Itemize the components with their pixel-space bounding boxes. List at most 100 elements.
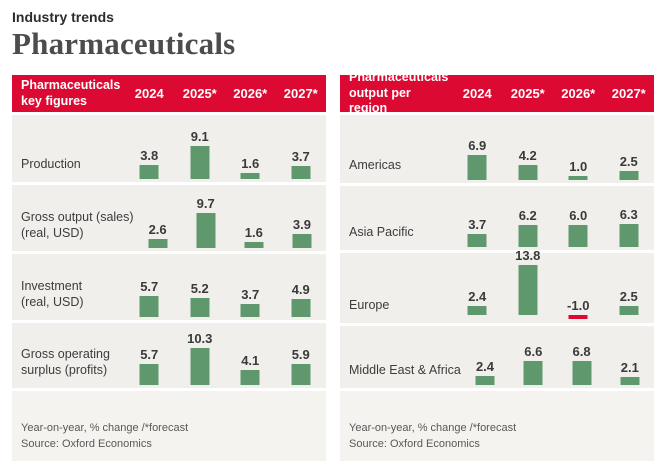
chart-row: Investment (real, USD) 5.7 5.2 3.7 4.9 xyxy=(12,254,326,321)
bar xyxy=(291,299,311,318)
bar-column: 1.6 xyxy=(225,115,276,182)
footnote: Year-on-year, % change /*forecast xyxy=(349,422,517,435)
bar-column: 6.3 xyxy=(604,186,655,250)
panel-footer: Year-on-year, % change /*forecast Source:… xyxy=(12,391,326,462)
panel-key-figures: Pharmaceuticals key figures 2024 2025* 2026… xyxy=(12,75,326,462)
bar-column: 5.7 xyxy=(124,254,175,320)
panel-header: Pharmaceuticals output per region 2024 202… xyxy=(340,70,654,115)
column-header: 2027* xyxy=(283,86,318,102)
value-label: 6.9 xyxy=(468,138,487,154)
bar xyxy=(475,376,495,386)
value-label: 4.1 xyxy=(241,353,260,369)
panel-header-title: Pharmaceuticals output per region xyxy=(349,70,449,116)
column-header: 2027* xyxy=(611,86,646,102)
bar-column: 2.4 xyxy=(461,326,509,388)
value-label: 2.1 xyxy=(620,360,639,376)
row-label: Americas xyxy=(349,157,402,172)
value-label: 6.0 xyxy=(569,208,588,224)
value-label: 1.0 xyxy=(569,159,588,175)
value-label: 5.7 xyxy=(140,279,159,295)
bar-column: 2.6 xyxy=(134,185,182,251)
bar xyxy=(291,364,311,386)
bar xyxy=(568,176,588,181)
bar xyxy=(196,213,216,249)
bar xyxy=(148,239,168,249)
value-label: 2.5 xyxy=(619,154,638,170)
eyebrow-label: Industry trends xyxy=(12,9,114,25)
bar-columns: 5.7 10.3 4.1 5.9 xyxy=(124,323,326,388)
bar-column: 5.7 xyxy=(124,323,175,388)
column-header: 2024 xyxy=(134,86,164,102)
chart-row: Asia Pacific 3.7 6.2 6.0 6.3 xyxy=(340,186,654,251)
negative-bar xyxy=(568,315,588,320)
panel-footer: Year-on-year, % change /*forecast Source:… xyxy=(340,391,654,462)
bar-column: 6.6 xyxy=(509,326,557,388)
bar xyxy=(620,377,640,386)
chart-panels: Pharmaceuticals key figures 2024 2025* 2026… xyxy=(12,70,654,462)
bar-column: 2.4 xyxy=(452,253,503,323)
bar xyxy=(139,364,159,386)
bar-column: 2.5 xyxy=(604,253,655,323)
bar-column: 4.1 xyxy=(225,323,276,388)
bar-column: 3.7 xyxy=(276,115,327,182)
bar xyxy=(292,234,312,249)
value-label: 5.2 xyxy=(190,281,209,297)
bar-column: 3.9 xyxy=(278,185,326,251)
bar-columns: 3.7 6.2 6.0 6.3 xyxy=(452,186,654,250)
bar-column: 6.8 xyxy=(557,326,605,388)
bar-column: 10.3 xyxy=(175,323,226,388)
bar xyxy=(467,234,487,248)
value-label: 4.9 xyxy=(291,282,310,298)
column-header: 2026* xyxy=(233,86,268,102)
bar xyxy=(619,171,639,181)
bar-column: 6.0 xyxy=(553,186,604,250)
value-label: 5.9 xyxy=(291,347,310,363)
bar xyxy=(240,173,260,180)
bar-columns: 6.9 4.2 1.0 2.5 xyxy=(452,115,654,183)
bar xyxy=(523,361,543,386)
bar xyxy=(518,265,538,316)
value-label: 2.4 xyxy=(468,289,487,305)
row-label: Production xyxy=(21,156,81,171)
bar xyxy=(572,361,592,386)
bar-columns: 2.4 13.8 -1.0 2.5 xyxy=(452,249,655,323)
bar xyxy=(619,306,639,316)
value-label: 2.6 xyxy=(148,222,167,238)
chart-row: Production 3.8 9.1 1.6 3.7 xyxy=(12,115,326,183)
value-label: 13.8 xyxy=(515,248,541,264)
column-header: 2025* xyxy=(182,86,217,102)
bar-columns: 2.6 9.7 1.6 3.9 xyxy=(134,185,326,251)
chart-row: Gross output (sales) (real, USD) 2.6 9.7 1.… xyxy=(12,185,326,252)
bar xyxy=(190,348,210,386)
column-header: 2024 xyxy=(462,86,492,102)
bar-column: 9.1 xyxy=(175,115,226,182)
bar-columns: 2.4 6.6 6.8 2.1 xyxy=(461,326,654,388)
value-label: 3.8 xyxy=(140,148,159,164)
page-title: Pharmaceuticals xyxy=(12,26,236,61)
value-label: 9.1 xyxy=(190,129,209,145)
masthead: Industry trends Pharmaceuticals xyxy=(0,0,658,61)
bar-column: 6.2 xyxy=(503,186,554,250)
value-label: 6.2 xyxy=(518,208,537,224)
bar-column: 5.9 xyxy=(276,323,327,388)
panel-header-title: Pharmaceuticals key figures xyxy=(21,77,121,108)
chart-row: Gross operating surplus (profits) 5.7 10.3… xyxy=(12,323,326,389)
bar xyxy=(139,165,159,180)
value-label: 3.9 xyxy=(292,217,311,233)
value-label: 1.6 xyxy=(241,156,260,172)
bar-column: 2.5 xyxy=(604,115,655,183)
bar xyxy=(518,165,538,181)
value-label: 9.7 xyxy=(196,196,215,212)
value-label: 2.5 xyxy=(619,289,638,305)
bar-columns: 5.7 5.2 3.7 4.9 xyxy=(124,254,326,320)
bar-columns: 3.8 9.1 1.6 3.7 xyxy=(124,115,326,182)
bar-column: 3.7 xyxy=(452,186,503,250)
panel-header: Pharmaceuticals key figures 2024 2025* 2026… xyxy=(12,75,326,113)
row-label: Middle East & Africa xyxy=(349,362,461,377)
bar xyxy=(467,155,487,181)
panel-output-per-region: Pharmaceuticals output per region 2024 202… xyxy=(340,70,655,462)
bar-column: 6.9 xyxy=(452,115,503,183)
value-label: 3.7 xyxy=(291,149,310,165)
value-label: 6.8 xyxy=(572,344,591,360)
